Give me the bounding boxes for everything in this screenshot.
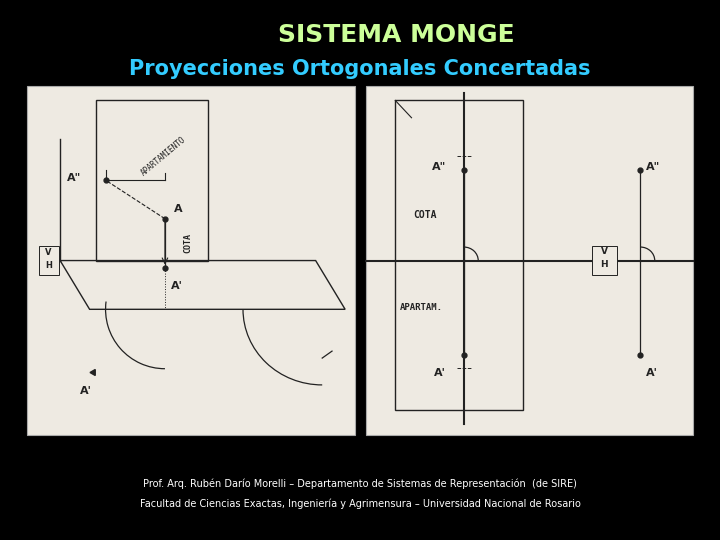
Text: Proyecciones Ortogonales Concertadas: Proyecciones Ortogonales Concertadas xyxy=(130,59,590,79)
Text: A': A' xyxy=(171,281,183,291)
Text: APARTAM.: APARTAM. xyxy=(400,303,443,312)
Text: V: V xyxy=(601,247,608,256)
Text: A": A" xyxy=(646,163,660,172)
Bar xyxy=(366,86,693,435)
Text: H: H xyxy=(600,260,608,269)
Bar xyxy=(39,246,59,275)
Text: A': A' xyxy=(434,368,446,378)
Text: Prof. Arq. Rubén Darío Morelli – Departamento de Sistemas de Representación  (de: Prof. Arq. Rubén Darío Morelli – Departa… xyxy=(143,478,577,489)
Bar xyxy=(27,86,355,435)
Text: H: H xyxy=(45,261,52,271)
Text: A': A' xyxy=(80,386,91,395)
Bar xyxy=(592,246,617,275)
Text: A': A' xyxy=(646,368,658,378)
Text: COTA: COTA xyxy=(413,210,436,220)
Text: A": A" xyxy=(66,173,81,183)
Text: APARTAMIENTO: APARTAMIENTO xyxy=(139,136,187,178)
Text: A: A xyxy=(174,205,182,214)
Text: V: V xyxy=(45,248,52,257)
Text: COTA: COTA xyxy=(183,233,192,253)
Text: SISTEMA MONGE: SISTEMA MONGE xyxy=(278,23,514,47)
Text: A": A" xyxy=(431,163,446,172)
Text: Facultad de Ciencias Exactas, Ingeniería y Agrimensura – Universidad Nacional de: Facultad de Ciencias Exactas, Ingeniería… xyxy=(140,498,580,509)
